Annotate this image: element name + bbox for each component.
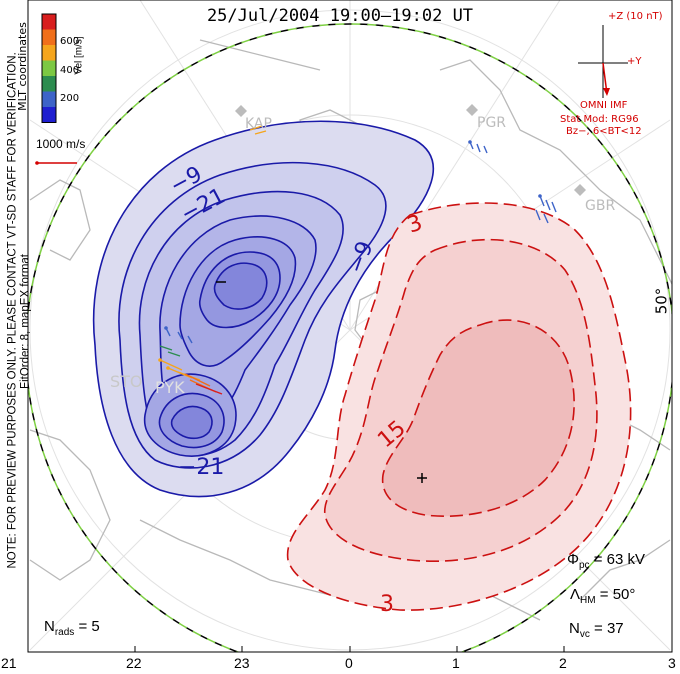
stat-model: Stat Mod: RG96 <box>560 114 639 125</box>
coordinate-system-label: MLT coordinates <box>15 22 29 111</box>
velocity-colorbar <box>41 13 57 123</box>
imf-clock-dial <box>578 25 628 98</box>
latitude-label: 50° <box>652 287 671 315</box>
radar-markers <box>235 104 586 196</box>
colorbar-swatch <box>42 107 56 123</box>
imf-y-label: +Y <box>627 56 642 67</box>
imf-z-label: +Z (10 nT) <box>608 11 663 22</box>
negative-potential-cell <box>92 120 434 498</box>
radar-label-sto: STO <box>110 372 143 391</box>
heppner-maynard-boundary <box>28 23 672 652</box>
map-title: 25/Jul/2004 19:00–19:02 UT <box>206 6 474 26</box>
mlt-label-1: 1 <box>452 655 460 671</box>
velocity-vectors <box>158 125 557 395</box>
cross-polar-potential: Φpc = 63 kV <box>567 551 645 571</box>
mlt-axis-ticks <box>27 646 673 652</box>
mlt-label-23: 23 <box>234 655 250 671</box>
mlt-label-2: 2 <box>559 655 567 671</box>
radar-label-gbr: GBR <box>585 198 616 214</box>
colorbar-swatch <box>42 91 56 107</box>
hm-boundary-latitude: ΛHM = 50° <box>570 586 636 606</box>
stat-model-condition: Bz−, 6<BT<12 <box>566 126 642 137</box>
radar-label-kap: KAP <box>245 116 272 132</box>
colorbar-tick-200: 200 <box>60 93 80 104</box>
potential-maximum-marker <box>417 473 427 483</box>
positive-potential-cell <box>286 202 632 611</box>
radar-label-pyk: PYK <box>155 378 185 397</box>
colorbar-tick-600: 600 <box>60 36 80 47</box>
colorbar-swatch <box>42 45 56 61</box>
radar-label-pgr: PGR <box>477 115 507 131</box>
mlt-label-0: 0 <box>345 655 353 671</box>
colorbar-swatch <box>42 60 56 76</box>
vector-count: Nvc = 37 <box>569 620 624 640</box>
colorbar-swatch <box>42 76 56 92</box>
colorbar-tick-400: 400 <box>60 65 80 76</box>
contour-label-neg-21-bottom: −21 <box>178 455 225 480</box>
imf-source: OMNI IMF <box>580 100 628 111</box>
velocity-scale-label: 1000 m/s <box>36 137 86 151</box>
contour-label-pos-3-bottom: 3 <box>380 592 394 617</box>
radar-count: Nrads = 5 <box>44 618 100 638</box>
mlt-label-3: 3 <box>668 655 676 671</box>
colorbar-swatch <box>42 29 56 45</box>
mlt-label-22: 22 <box>126 655 142 671</box>
mlt-label-21: 21 <box>1 655 17 671</box>
preview-note: NOTE: FOR PREVIEW PURPOSES ONLY. PLEASE … <box>6 52 19 569</box>
fit-order-note: FitOrder: 8, mapEX format <box>19 254 32 389</box>
colorbar-swatch <box>42 14 56 30</box>
